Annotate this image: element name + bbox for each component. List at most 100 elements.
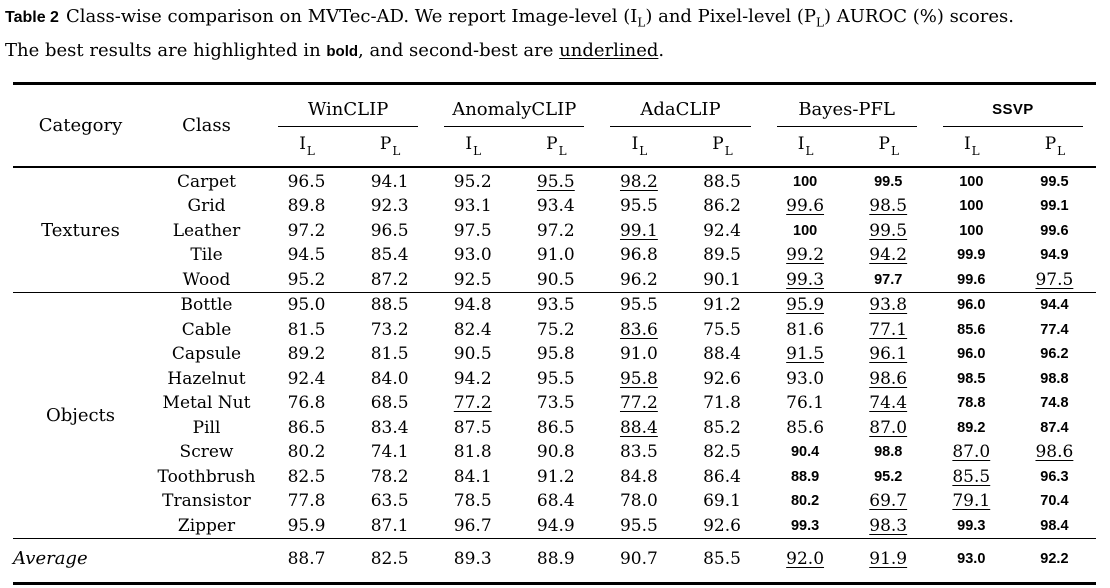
table-row: Tile 94.5 85.4 93.0 91.0 96.8 89.5 99.2 94.2 99.9… xyxy=(13,243,1096,268)
method-header-ssvp: SSVP xyxy=(930,83,1096,127)
caption-text: ) AUROC (%) scores. xyxy=(823,6,1014,27)
class-cell: Toothbrush xyxy=(157,466,256,487)
value-cell: 77.1 xyxy=(869,319,908,340)
value-cell: 96.2 xyxy=(1040,346,1069,363)
value-cell: 75.2 xyxy=(536,319,575,340)
value-cell: 87.0 xyxy=(869,417,908,438)
column-header-class: Class xyxy=(148,83,265,168)
value-cell: 92.3 xyxy=(370,196,409,217)
value-cell: 88.5 xyxy=(348,292,432,318)
value-cell: 86.2 xyxy=(703,196,741,217)
table-row: Metal Nut 76.8 68.5 77.2 73.5 77.2 71.8 76.1 74.… xyxy=(13,391,1096,416)
value-cell: 94.9 xyxy=(536,515,575,536)
value-cell: 78.0 xyxy=(619,491,658,512)
value-cell: 87.2 xyxy=(370,269,409,290)
value-cell: 91.2 xyxy=(680,292,764,318)
value-cell: 100 xyxy=(793,173,818,190)
metric-letter: P xyxy=(1044,133,1057,154)
value-cell: 98.4 xyxy=(1040,517,1069,534)
value-cell: 84.1 xyxy=(453,466,492,487)
value-cell: 96.5 xyxy=(287,171,326,192)
value-cell: 92.4 xyxy=(287,368,326,389)
caption-text: ) and Pixel-level (P xyxy=(645,6,817,27)
metric-header-image-level: IL xyxy=(431,126,515,168)
value-cell: 85.6 xyxy=(957,321,986,338)
metric-subscript: L xyxy=(558,143,567,158)
value-cell: 99.6 xyxy=(1040,222,1069,239)
value-cell: 83.6 xyxy=(619,319,658,340)
class-cell: Carpet xyxy=(176,171,237,192)
value-cell: 74.8 xyxy=(1040,395,1069,412)
metric-letter: I xyxy=(465,133,473,154)
value-cell: 95.9 xyxy=(287,515,326,536)
value-cell: 73.5 xyxy=(536,393,575,414)
average-section: Average 88.7 82.5 89.3 88.9 90.7 85.5 92.0 91.9 9… xyxy=(13,538,1096,584)
value-cell: 93.8 xyxy=(846,292,930,318)
method-name: AdaCLIP xyxy=(640,98,721,120)
value-cell: 95.5 xyxy=(619,515,658,536)
metric-subscript: L xyxy=(473,143,482,158)
value-cell: 92.0 xyxy=(763,538,847,584)
class-cell: Tile xyxy=(190,245,223,266)
value-cell: 90.5 xyxy=(453,344,492,365)
value-cell: 100 xyxy=(959,222,984,239)
value-cell: 98.6 xyxy=(1035,442,1074,463)
table-header: Category Class WinCLIP AnomalyCLIP AdaCL… xyxy=(13,83,1096,168)
value-cell: 98.5 xyxy=(869,196,908,217)
caption-underlined-word: underlined xyxy=(559,39,659,61)
metric-letter: P xyxy=(379,133,392,154)
value-cell: 90.5 xyxy=(536,269,575,290)
metric-subscript: L xyxy=(639,143,648,158)
metric-header-image-level: IL xyxy=(763,126,847,168)
value-cell: 76.8 xyxy=(287,393,326,414)
table-row: Toothbrush 82.5 78.2 84.1 91.2 84.8 86.4 88.9 95… xyxy=(13,465,1096,490)
value-cell: 86.5 xyxy=(536,417,575,438)
table-row: Cable 81.5 73.2 82.4 75.2 83.6 75.5 81.6 77.1 85.… xyxy=(13,318,1096,343)
value-cell: 93.1 xyxy=(453,196,492,217)
value-cell: 90.7 xyxy=(597,538,681,584)
value-cell: 78.8 xyxy=(957,395,986,412)
caption-text: . xyxy=(658,39,665,61)
value-cell: 68.5 xyxy=(370,393,409,414)
method-name: SSVP xyxy=(992,100,1034,118)
metric-letter: I xyxy=(631,133,639,154)
value-cell: 97.5 xyxy=(453,220,492,241)
value-cell: 96.1 xyxy=(869,344,908,365)
value-cell: 76.1 xyxy=(786,393,825,414)
metric-header-pixel-level: PL xyxy=(514,126,598,168)
value-cell: 99.6 xyxy=(957,271,986,288)
value-cell: 92.2 xyxy=(1012,538,1096,584)
value-cell: 98.3 xyxy=(869,515,908,536)
value-cell: 100 xyxy=(793,222,818,239)
value-cell: 86.5 xyxy=(287,417,326,438)
value-cell: 91.0 xyxy=(619,344,658,365)
method-header-winclip: WinCLIP xyxy=(265,83,431,127)
value-cell: 88.9 xyxy=(514,538,598,584)
value-cell: 96.5 xyxy=(370,220,409,241)
category-cell: Textures xyxy=(41,219,120,241)
value-cell: 77.4 xyxy=(1040,321,1069,338)
caption-label: Table 2 xyxy=(5,9,59,26)
class-cell: Bottle xyxy=(148,292,265,318)
value-cell: 95.5 xyxy=(536,171,575,192)
value-cell: 97.7 xyxy=(874,271,903,288)
value-cell: 82.4 xyxy=(453,319,492,340)
class-cell: Leather xyxy=(172,220,241,241)
value-cell: 96.2 xyxy=(619,269,658,290)
value-cell: 95.8 xyxy=(536,344,575,365)
value-cell: 92.5 xyxy=(453,269,492,290)
value-cell: 85.5 xyxy=(952,466,991,487)
category-cell: Objects xyxy=(13,292,148,539)
table-row: Hazelnut 92.4 84.0 94.2 95.5 95.8 92.6 93.0 98.6… xyxy=(13,367,1096,392)
value-cell: 95.2 xyxy=(453,171,492,192)
results-table: Category Class WinCLIP AnomalyCLIP AdaCL… xyxy=(13,81,1096,585)
class-cell: Hazelnut xyxy=(167,368,246,389)
value-cell: 95.2 xyxy=(287,269,326,290)
value-cell: 96.7 xyxy=(453,515,492,536)
class-cell: Grid xyxy=(187,196,226,217)
value-cell: 100 xyxy=(959,198,984,215)
value-cell: 95.5 xyxy=(619,196,658,217)
value-cell: 97.2 xyxy=(287,220,326,241)
method-header-anomalyclip: AnomalyCLIP xyxy=(431,83,597,127)
caption-subscript: L xyxy=(637,15,646,30)
